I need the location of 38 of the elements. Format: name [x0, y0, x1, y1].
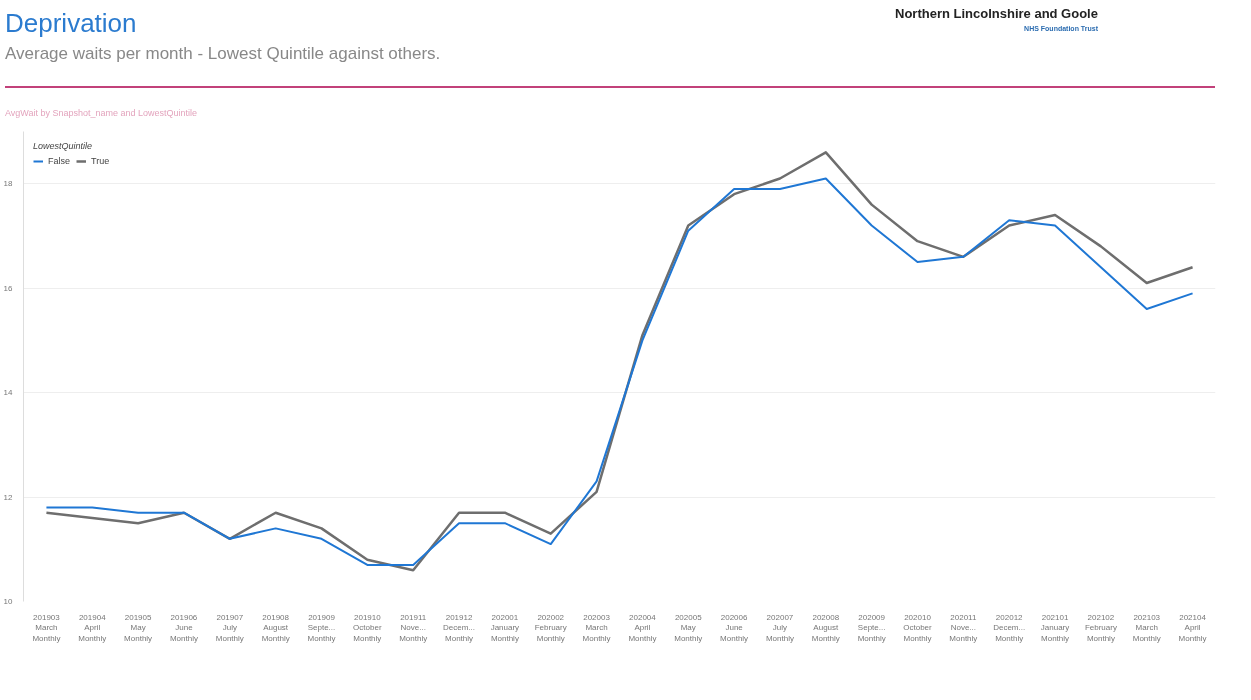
chart-title: Deprivation — [5, 7, 138, 40]
legend-label: True — [91, 155, 111, 166]
y-tick-label: 14 — [3, 387, 14, 397]
x-tick-label: 202003 March Monthly — [582, 612, 611, 643]
y-tick-label: 16 — [3, 283, 14, 293]
y-tick-label: 12 — [3, 492, 14, 502]
x-tick-label: 201904 April Monthly — [78, 612, 107, 643]
x-tick-label: 202103 March Monthly — [1132, 612, 1161, 643]
x-tick-label: 202007 July Monthly — [765, 612, 794, 643]
x-tick-label: 202004 April Monthly — [628, 612, 657, 643]
x-tick-label: 202102 February Monthly — [1084, 612, 1117, 643]
x-tick-label: 202012 Decem... Monthly — [993, 612, 1026, 643]
x-tick-label: 201911 Nove... Monthly — [399, 612, 428, 643]
x-tick-label: 202008 August Monthly — [811, 612, 840, 643]
x-tick-label: 202010 October Monthly — [903, 612, 933, 643]
x-tick-label: 201906 June Monthly — [169, 612, 198, 643]
x-tick-label: 201905 May Monthly — [124, 612, 153, 643]
y-tick-label: 10 — [3, 596, 14, 606]
legend-label: False — [48, 155, 71, 166]
chart-subtitle: Average waits per month - Lowest Quintile against others. — [5, 43, 441, 66]
x-tick-label: 201908 August Monthly — [261, 612, 290, 643]
legend-title: LowestQuintile — [33, 140, 94, 151]
x-tick-label: 202011 Nove... Monthly — [949, 612, 978, 643]
x-tick-label: 201910 October Monthly — [353, 612, 382, 643]
x-tick-label: 202005 May Monthly — [674, 612, 703, 643]
text: Northern Lincolnshire and Goole — [895, 5, 1098, 23]
x-tick-label: 202006 June Monthly — [720, 612, 749, 643]
x-tick-label: 201912 Decem... Monthly — [443, 612, 476, 643]
y-tick-label: 18 — [3, 178, 14, 188]
x-tick-label: 201909 Septe... Monthly — [307, 612, 336, 643]
x-tick-label: 202001 January Monthly — [490, 612, 520, 643]
text: AvgWait by Snapshot_name and LowestQuintile — [5, 106, 198, 120]
x-tick-label: 202104 April Monthly — [1178, 612, 1207, 643]
x-tick-label: 201903 March Monthly — [32, 612, 61, 643]
x-tick-label: 202002 February Monthly — [534, 612, 567, 643]
x-tick-label: 202009 Septe... Monthly — [857, 612, 886, 643]
x-tick-label: 202101 January Monthly — [1040, 612, 1070, 643]
x-tick-label: 201907 July Monthly — [215, 612, 244, 643]
